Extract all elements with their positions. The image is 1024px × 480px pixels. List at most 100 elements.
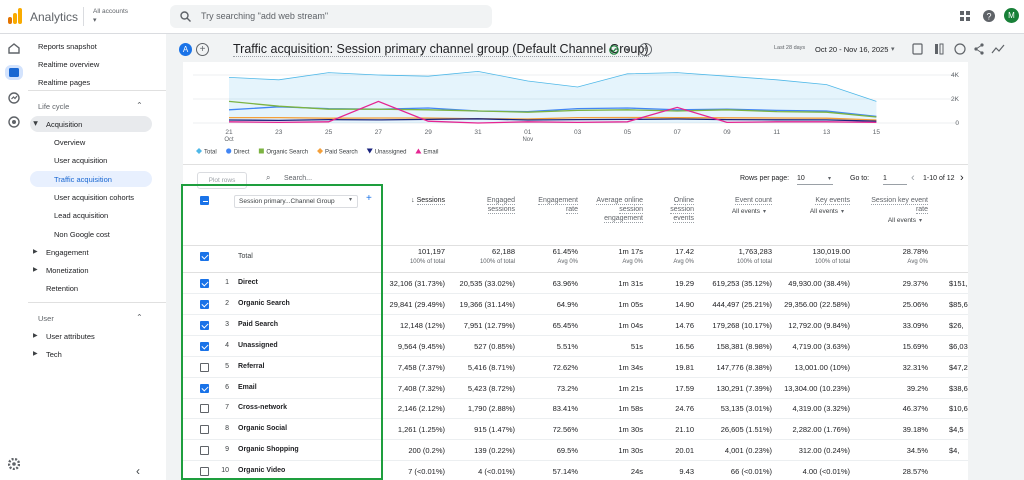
- help-icon[interactable]: ?: [983, 10, 995, 22]
- section-chevron: ⌄: [136, 100, 143, 109]
- total-value: 17.42: [675, 247, 694, 256]
- row-name[interactable]: Paid Search: [238, 320, 279, 328]
- row-cell: 28.57%: [902, 467, 928, 477]
- row-cell: 4,319.00 (3.32%): [792, 404, 850, 414]
- row-cell: $4,: [949, 446, 960, 456]
- nav-item[interactable]: Reports snapshot: [38, 42, 97, 51]
- search-box[interactable]: Try searching "add web stream": [170, 5, 492, 28]
- column-header[interactable]: Engagement rate: [528, 196, 578, 214]
- legend-label: Direct: [234, 150, 250, 156]
- nav-subitem[interactable]: User acquisition: [54, 156, 108, 166]
- nav-section-title[interactable]: Life cycle: [38, 102, 70, 111]
- checkbox[interactable]: [200, 362, 209, 372]
- row-name[interactable]: Referral: [238, 362, 265, 370]
- row-name[interactable]: Email: [238, 383, 257, 391]
- nav-item[interactable]: Realtime pages: [38, 78, 91, 87]
- row-cell: 29,841 (29.49%): [389, 299, 445, 309]
- divider: [183, 245, 968, 246]
- column-filter[interactable]: All events: [809, 208, 838, 215]
- row-cell: $26,: [949, 320, 964, 330]
- total-note: Avg 0%: [622, 259, 643, 265]
- rows-per-page[interactable]: 10: [797, 175, 833, 185]
- nav-subitem[interactable]: Overview: [54, 138, 86, 147]
- checkbox[interactable]: [200, 196, 209, 205]
- explore-icon[interactable]: [8, 92, 20, 104]
- column-filter[interactable]: All events: [887, 217, 916, 224]
- column-header[interactable]: Key events: [790, 196, 850, 205]
- nav-item[interactable]: Retention: [46, 283, 79, 293]
- home-icon[interactable]: [8, 43, 20, 54]
- nav-subitem[interactable]: Traffic acquisition: [54, 174, 112, 184]
- column-header[interactable]: Session key event rate: [858, 196, 928, 214]
- header-actions[interactable]: [912, 43, 1012, 55]
- row-cell: 139 (0.22%): [474, 446, 515, 456]
- date-caret[interactable]: ▾: [891, 46, 895, 53]
- total-note: Avg 0%: [557, 259, 578, 265]
- row-name[interactable]: Cross-network: [238, 404, 288, 412]
- checkbox[interactable]: [200, 341, 209, 351]
- nav-subitem[interactable]: Non Google cost: [54, 229, 110, 239]
- checkbox[interactable]: [200, 404, 209, 414]
- column-header[interactable]: Online session events: [660, 196, 694, 223]
- column-header[interactable]: ↓ Sessions: [385, 196, 445, 205]
- checkbox[interactable]: [200, 446, 209, 456]
- checkbox[interactable]: [200, 320, 209, 330]
- nav-item[interactable]: Engagement: [46, 247, 89, 257]
- column-header[interactable]: Event count: [712, 196, 772, 205]
- property-badge[interactable]: A: [179, 43, 192, 56]
- row-name[interactable]: Organic Search: [238, 299, 290, 307]
- checkbox[interactable]: [200, 299, 209, 309]
- nav-item[interactable]: Realtime overview: [38, 60, 100, 69]
- plot-rows-button[interactable]: Plot rows: [197, 172, 247, 189]
- checkbox[interactable]: [200, 425, 209, 435]
- x-tick-sublabel: Nov: [522, 137, 533, 143]
- row-cell: 1m 31s: [618, 279, 643, 288]
- title-status[interactable]: [609, 45, 633, 55]
- checkbox[interactable]: [200, 279, 209, 288]
- row-divider: [183, 397, 968, 399]
- apps-icon[interactable]: [960, 11, 970, 21]
- nav-item[interactable]: Acquisition: [46, 120, 83, 129]
- advertising-icon[interactable]: [8, 116, 20, 128]
- nav-item[interactable]: Tech: [46, 349, 62, 359]
- nav-item[interactable]: User attributes: [46, 331, 95, 341]
- account-switcher[interactable]: All accounts: [93, 8, 129, 15]
- next-page[interactable]: ›: [960, 172, 964, 184]
- column-header[interactable]: Average online session engagement: [595, 196, 643, 223]
- column-header[interactable]: Engaged sessions: [465, 196, 515, 214]
- row-cell: 13,304.00 (10.23%): [784, 383, 850, 393]
- add-comparison[interactable]: +: [196, 43, 209, 56]
- row-cell: 19,366 (31.14%): [459, 299, 515, 309]
- x-tick-label: 09: [723, 129, 731, 136]
- goto[interactable]: 1: [883, 175, 907, 185]
- checkbox[interactable]: [200, 467, 209, 477]
- row-name[interactable]: Direct: [238, 279, 258, 286]
- reports-icon[interactable]: [5, 65, 23, 80]
- column-label: Engaged sessions: [486, 197, 515, 214]
- add-button[interactable]: +: [639, 43, 652, 56]
- row-rank: 6: [225, 383, 229, 391]
- settings-icon[interactable]: [8, 458, 20, 470]
- date-range[interactable]: Oct 20 - Nov 16, 2025: [815, 45, 889, 54]
- row-cell: $38,67: [949, 383, 968, 393]
- collapse-button[interactable]: ‹: [136, 464, 140, 478]
- nav-subitem[interactable]: User acquisition cohorts: [54, 192, 135, 202]
- row-cell: 7 (<0.01%): [408, 467, 445, 477]
- checkbox[interactable]: [200, 252, 209, 261]
- row-name[interactable]: Organic Video: [238, 467, 286, 475]
- nav-item[interactable]: Monetization: [46, 265, 89, 275]
- row-cell: 29,356.00 (22.58%): [784, 299, 850, 309]
- account-caret[interactable]: ▾: [93, 17, 97, 24]
- total-value: 130,019.00: [812, 247, 850, 256]
- row-name[interactable]: Organic Social: [238, 425, 288, 433]
- checkbox[interactable]: [200, 383, 209, 393]
- dimension-selector[interactable]: Session primary...Channel Group: [234, 195, 358, 208]
- nav-subitem[interactable]: Lead acquisition: [54, 211, 109, 221]
- column-filter[interactable]: All events: [731, 208, 760, 215]
- row-name[interactable]: Unassigned: [238, 341, 278, 349]
- add-dimension[interactable]: +: [366, 193, 372, 204]
- avatar[interactable]: M: [1004, 8, 1019, 23]
- nav-section-title[interactable]: User: [38, 313, 54, 323]
- row-name[interactable]: Organic Shopping: [238, 446, 299, 454]
